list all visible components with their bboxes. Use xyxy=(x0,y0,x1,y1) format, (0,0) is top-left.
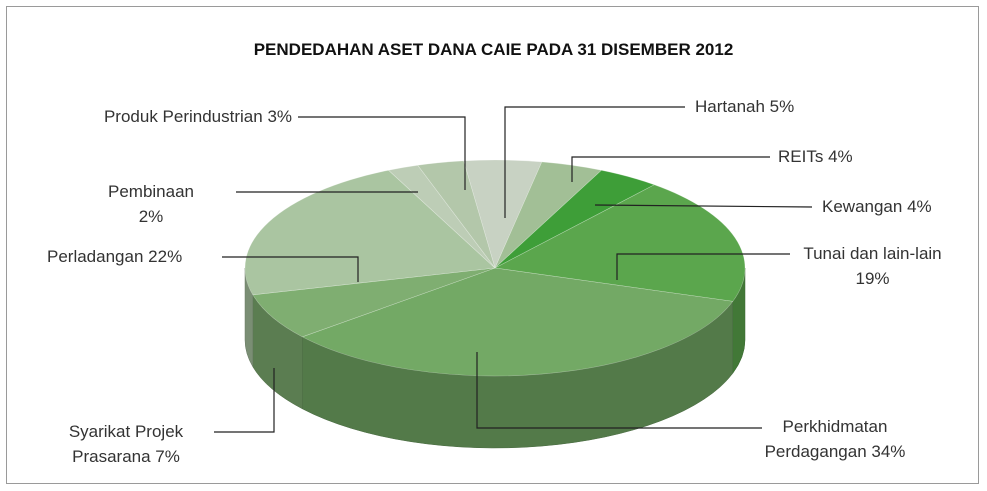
leader-line xyxy=(616,253,790,280)
slice-label: Pembinaan 2% xyxy=(96,179,206,229)
value-label: 34% xyxy=(871,442,906,461)
category-label: Hartanah xyxy=(695,97,765,116)
leader-line xyxy=(214,368,275,433)
slice-label: REITs 4% xyxy=(778,144,928,169)
slice xyxy=(244,169,496,296)
value-label: 19% xyxy=(855,269,890,288)
slice xyxy=(494,184,746,302)
category-label: Perkhidmatan Perdagangan xyxy=(764,417,888,461)
chart-title: PENDEDAHAN ASET DANA CAIE PADA 31 DISEMB… xyxy=(253,40,734,59)
slice-label: Syarikat Projek Prasarana 7% xyxy=(56,419,196,469)
frame xyxy=(6,6,979,484)
leader-line xyxy=(222,256,359,282)
category-label: REITs xyxy=(778,147,824,166)
slice-label: Perladangan 22% xyxy=(47,244,237,269)
value-label: 7% xyxy=(155,447,180,466)
category-label: Produk Perindustrian xyxy=(103,107,263,126)
slice xyxy=(252,267,496,338)
slice-label: Hartanah 5% xyxy=(695,94,895,119)
category-label: Perladangan xyxy=(47,247,144,266)
slice xyxy=(417,160,496,269)
category-label: Tunai dan lain-lain xyxy=(803,244,942,263)
value-label: 5% xyxy=(769,97,795,116)
category-label: Syarikat Projek Prasarana xyxy=(68,422,184,466)
leader-line xyxy=(476,352,762,429)
category-label: Kewangan xyxy=(822,197,903,216)
slice xyxy=(494,169,656,269)
value-label: 2% xyxy=(138,207,164,226)
value-label: 4% xyxy=(907,197,932,216)
slice-label: Produk Perindustrian 3% xyxy=(98,104,298,129)
slice xyxy=(463,159,543,269)
slice-label: Kewangan 4% xyxy=(822,194,972,219)
value-label: 22% xyxy=(148,247,183,266)
slice xyxy=(301,267,734,377)
leader-line xyxy=(298,116,466,190)
value-label: 3% xyxy=(267,107,293,126)
slice-label: Perkhidmatan Perdagangan 34% xyxy=(750,414,920,464)
leader-line xyxy=(594,204,813,208)
slice-label: Tunai dan lain-lain 19% xyxy=(790,241,955,291)
category-label: Pembinaan xyxy=(107,182,194,201)
slice xyxy=(387,164,496,269)
value-label: 4% xyxy=(828,147,853,166)
leader-line xyxy=(571,156,770,182)
leader-line xyxy=(504,106,685,218)
